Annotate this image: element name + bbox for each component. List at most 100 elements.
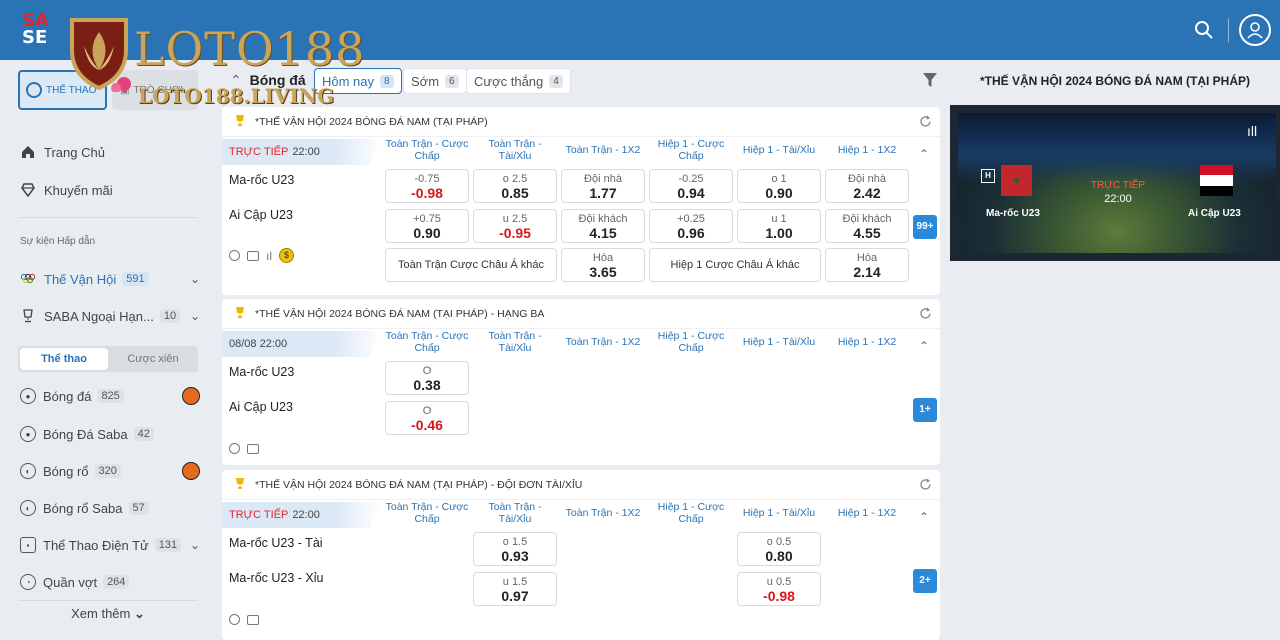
chevron-up-icon[interactable]: ⌃ [919,510,930,524]
nav-promotions[interactable]: Khuyến mãi [20,180,113,200]
league-title: *THẾ VẬN HỘI 2024 BÓNG ĐÁ NAM (TẠI PHÁP)… [255,308,545,320]
column-header: Toàn Trận - Tài/Xỉu [488,138,542,162]
stats-icon[interactable]: ıl [266,248,272,263]
sport-basketball[interactable]: ◐ Bóng rổ 320 [20,460,200,482]
card-header: *THẾ VẬN HỘI 2024 BÓNG ĐÁ NAM (TẠI PHÁP) [222,107,940,137]
tab-early[interactable]: Sớm 6 [403,68,467,94]
event-saba-premier[interactable]: SABA Ngoại Hạn... 10 ⌄ [20,306,200,326]
bet-type-segment: Thể thao Cược xiên [18,346,198,372]
chevron-up-icon[interactable]: ⌃ [919,339,930,353]
refresh-icon[interactable] [919,307,932,320]
live-stream-panel[interactable]: ıll H ✦ Ma-rốc U23 Ai Cập U23 TRỰC TIẾP … [950,105,1280,261]
see-more-button[interactable]: Xem thêm ⌄ [71,606,145,621]
event-olympics[interactable]: Thế Vận Hội 591 ⌄ [20,269,200,289]
odds-button[interactable]: o 2.5 0.85 [473,169,557,203]
match-time: 22:00 [1104,193,1132,205]
logo-wordmark: LOTO188 [134,22,366,76]
sport-football[interactable]: ● Bóng đá 825 [20,385,200,407]
segment-sports[interactable]: Thể thao [20,348,108,370]
soccer-ball-icon: ● [20,426,36,442]
sport-basketball-saba[interactable]: ◐ Bóng rổ Saba 57 [20,497,200,519]
odds-button[interactable]: O -0.46 [385,401,469,435]
chevron-down-icon: ⌄ [133,606,145,621]
trophy-icon [233,477,247,491]
video-icon[interactable] [247,443,259,454]
segment-parlay[interactable]: Cược xiên [127,353,179,365]
chevron-down-icon[interactable]: ⌄ [189,272,200,286]
column-header: Hiệp 1 - Cược Chấp [657,501,725,525]
more-markets-button[interactable]: 1+ [913,398,937,422]
clock-icon[interactable] [229,250,240,261]
top-bar [0,0,1280,60]
sport-tennis[interactable]: ◔ Quần vợt 264 [20,571,200,593]
match-icons [229,614,259,625]
sidebar-divider [18,600,198,601]
column-header: Toàn Trận - Cược Chấp [385,138,469,162]
refresh-icon[interactable] [919,115,932,128]
odds-button[interactable]: o 0.5 0.80 [737,532,821,566]
search-icon[interactable] [1193,19,1215,41]
chevron-down-icon[interactable]: ⌄ [189,309,200,323]
home-icon [20,144,36,160]
odds-button[interactable]: o 1.5 0.93 [473,532,557,566]
brand-logo: SA SE LOTO188 LOTO188.LIVING [14,2,364,109]
gamepad-icon: ▪ [20,537,36,553]
odds-button[interactable]: -0.25 0.94 [649,169,733,203]
column-header: Hiệp 1 - 1X2 [837,507,897,519]
odds-button[interactable]: +0.25 0.96 [649,209,733,243]
soccer-ball-icon: ● [20,388,36,404]
filter-icon[interactable] [922,71,938,89]
video-icon[interactable] [247,250,259,261]
chevron-up-icon: ⌃ [230,72,242,88]
odds-button[interactable]: Đội nhà 2.42 [825,169,909,203]
clock-icon[interactable] [229,443,240,454]
tennis-ball-icon: ◔ [20,574,36,590]
odds-button[interactable]: Hòa 3.65 [561,248,645,282]
video-icon[interactable] [247,614,259,625]
user-avatar-icon[interactable] [1239,14,1271,46]
stats-icon[interactable]: ıll [1247,123,1258,139]
match-icons: ıl $ [229,248,294,263]
home-team: Ma-rốc U23 [229,365,295,379]
section-title: Sự kiện Hấp dẫn [20,236,96,247]
sport-esports[interactable]: ▪ Thể Thao Điện Tử 131 ⌄ [20,534,200,556]
away-team: Ma-rốc U23 - Xỉu [229,571,324,585]
nav-home[interactable]: Trang Chủ [20,142,105,162]
odds-button[interactable]: Đội khách 4.55 [825,209,909,243]
odds-button[interactable]: o 1 0.90 [737,169,821,203]
asian-handicap-other-button[interactable]: Toàn Trận Cược Châu Á khác [385,248,557,282]
chevron-down-icon[interactable]: ⌄ [189,538,200,552]
right-panel-title: *THẾ VẬN HỘI 2024 BÓNG ĐÁ NAM (TẠI PHÁP) [979,74,1251,88]
odds-button[interactable]: O 0.38 [385,361,469,395]
odds-button[interactable]: u 2.5 -0.95 [473,209,557,243]
odds-button[interactable]: Đội khách 4.15 [561,209,645,243]
more-markets-button[interactable]: 99+ [913,215,937,239]
away-team: Ai Cập U23 [229,208,293,222]
match-card: *THẾ VẬN HỘI 2024 BÓNG ĐÁ NAM (TẠI PHÁP)… [222,299,940,465]
more-markets-button[interactable]: 2+ [913,569,937,593]
chevron-up-icon[interactable]: ⌃ [919,147,930,161]
sport-football-saba[interactable]: ● Bóng Đá Saba 42 [20,423,200,445]
odds-button[interactable]: Hòa 2.14 [825,248,909,282]
right-panel: *THẾ VẬN HỘI 2024 BÓNG ĐÁ NAM (TẠI PHÁP)… [950,60,1280,640]
tab-outright[interactable]: Cược thắng 4 [466,68,571,94]
sport-title[interactable]: ⌃ Bóng đá [230,72,306,88]
odds-button[interactable]: u 0.5 -0.98 [737,572,821,606]
cash-out-icon[interactable]: $ [279,248,294,263]
odds-button[interactable]: u 1.5 0.97 [473,572,557,606]
odds-button[interactable]: +0.75 0.90 [385,209,469,243]
odds-button[interactable]: Đội nhà 1.77 [561,169,645,203]
logo-domain: LOTO188.LIVING [138,84,335,108]
column-header: Hiệp 1 - Cược Chấp [657,138,725,162]
odds-button[interactable]: -0.75 -0.98 [385,169,469,203]
home-team: Ma-rốc U23 [986,208,1040,219]
match-status: 08/08 22:00 [222,331,382,357]
clock-icon[interactable] [229,614,240,625]
odds-button[interactable]: u 1 1.00 [737,209,821,243]
asian-handicap-half-other-button[interactable]: Hiệp 1 Cược Châu Á khác [649,248,821,282]
away-team: Ai Cập U23 [229,400,293,414]
column-header: Toàn Trận - Cược Chấp [385,501,469,525]
tab-today[interactable]: Hôm nay 8 [314,68,402,94]
main-content: ⌃ Bóng đá Hôm nay 8 Sớm 6 Cược thắng 4 *… [222,60,940,640]
refresh-icon[interactable] [919,478,932,491]
